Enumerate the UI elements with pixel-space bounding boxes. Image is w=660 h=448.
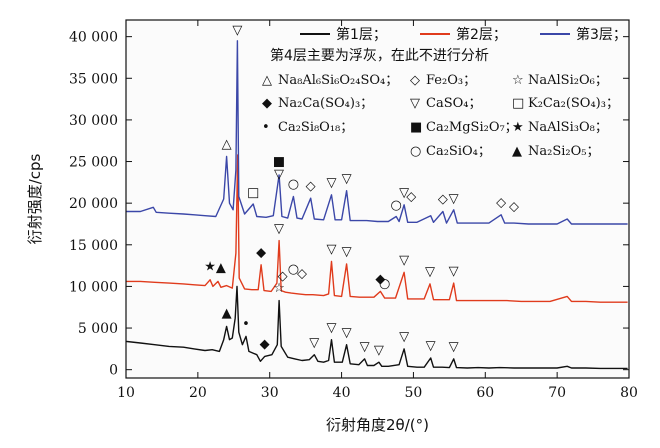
peak-marker: ▽ — [327, 242, 337, 257]
phase-key-label: Na₂Ca(SO₄)₃； — [278, 96, 373, 111]
x-tick-label: 60 — [476, 385, 494, 401]
peak-marker: ▽ — [342, 245, 352, 260]
y-tick-label: 20 000 — [69, 196, 118, 212]
peak-marker: • — [242, 317, 250, 332]
peak-marker: ○ — [391, 198, 402, 213]
peak-marker: ◆ — [256, 245, 266, 260]
phase-key-label: CaSO₄； — [426, 96, 481, 111]
peak-marker: ▽ — [449, 191, 459, 206]
peak-marker: ▽ — [232, 23, 242, 38]
peak-marker: ▽ — [425, 265, 435, 280]
series-line-layer-1 — [125, 285, 628, 370]
peak-marker: ▽ — [274, 167, 284, 182]
peak-marker: ◇ — [438, 192, 448, 207]
phase-key-symbol: ▽ — [410, 96, 420, 111]
phase-key-symbol: ◇ — [410, 73, 420, 88]
series-group — [125, 40, 628, 370]
y-tick-label: 15 000 — [69, 238, 118, 254]
phase-key-symbol: ■ — [410, 120, 422, 135]
peak-marker: ☆ — [273, 281, 285, 296]
peak-marker: ◇ — [509, 200, 519, 215]
phase-key-label: Ca₂Si₈O₁₈； — [278, 120, 353, 135]
peak-marker: ◇ — [278, 269, 288, 284]
peak-marker: ▽ — [399, 186, 409, 201]
peak-marker: ◇ — [496, 195, 506, 210]
phase-key-label: NaAlSi₂O₆； — [528, 73, 608, 88]
peak-marker: ▽ — [426, 339, 436, 354]
legend-label: 第2层； — [456, 26, 507, 43]
peak-marker: ◇ — [406, 190, 416, 205]
phase-key-symbol: ▲ — [512, 144, 522, 159]
y-tick-label: 35 000 — [69, 71, 118, 87]
peak-marker: ◆ — [375, 272, 385, 287]
peak-marker: ▽ — [274, 221, 284, 236]
phase-key-symbol: • — [262, 120, 270, 135]
phase-key-symbol: △ — [262, 73, 272, 88]
series-line-layer-3 — [126, 40, 628, 225]
peak-marker: ○ — [288, 262, 299, 277]
phase-key-symbol: ○ — [410, 144, 421, 159]
x-axis-title: 衍射角度2θ/(°) — [326, 416, 429, 434]
peak-marker: ◇ — [297, 266, 307, 281]
x-tick-label: 80 — [620, 385, 638, 401]
peak-marker: ○ — [288, 177, 299, 192]
peak-marker: ▽ — [399, 253, 409, 268]
peak-marker: ▽ — [342, 171, 352, 186]
peak-marker: ▲ — [222, 306, 232, 321]
phase-key-label: K₂Ca₂(SO₄)₃； — [528, 96, 619, 111]
peak-marker: ▽ — [309, 335, 319, 350]
phase-key-symbol: ◆ — [262, 96, 272, 111]
legend-label: 第1层； — [336, 26, 387, 43]
x-tick-label: 50 — [405, 385, 423, 401]
phase-key-symbol: ☆ — [512, 73, 524, 88]
y-tick-label: 10 000 — [69, 279, 118, 295]
phase-key-label: Na₂Si₂O₅； — [528, 144, 599, 159]
peak-marker: ▲ — [216, 260, 226, 275]
phase-key-label: NaAlSi₃O₈； — [528, 120, 608, 135]
phase-key-label: Ca₂SiO₄； — [426, 144, 491, 159]
plot-area — [126, 20, 629, 378]
axes: 10 20 30 40 50 60 70 80 0 5 000 10 000 15 000 20 000… — [26, 19, 638, 434]
x-tick-label: 30 — [261, 385, 279, 401]
phase-key-label: Na₈Al₆Si₆O₂₄SO₄； — [278, 73, 398, 88]
peak-marker: ■ — [273, 155, 285, 170]
phase-annotations: ▽△■▽□○ ◇ ▽ ▽▽◇○ ◇ ▽ ◇ ◇★ ▲◆▽○◇◇▽ ▽◆○▽▽ ▽▲•☆◆ ▽▽ ▽▽ ▽▽… — [204, 23, 519, 358]
peak-marker: ◇ — [306, 179, 316, 194]
phase-key-label: Ca₂MgSi₂O₇； — [426, 120, 518, 135]
peak-marker: ▽ — [327, 176, 337, 191]
plot-background — [126, 20, 629, 378]
phase-key-label: Fe₂O₃； — [426, 73, 476, 88]
peak-marker: ▽ — [449, 340, 459, 355]
x-tick-label: 20 — [189, 385, 207, 401]
peak-marker: ◆ — [260, 337, 270, 352]
y-tick-label: 5 000 — [78, 321, 118, 337]
y-tick-label: 0 — [109, 363, 118, 379]
plot-frame — [125, 19, 630, 379]
peak-marker: ▽ — [327, 320, 337, 335]
peak-marker: ▽ — [399, 330, 409, 345]
peak-marker: □ — [247, 186, 259, 201]
y-axis-title: 衍射强度/cps — [26, 153, 44, 244]
peak-marker: ▽ — [360, 340, 370, 355]
peak-marker: ★ — [204, 260, 216, 275]
peak-marker: ▽ — [449, 264, 459, 279]
peak-marker: ○ — [379, 276, 390, 291]
phase-key-symbol: ★ — [512, 120, 524, 135]
series-line-layer-2 — [126, 154, 628, 303]
x-tick-label: 70 — [548, 385, 566, 401]
legend-note: 第4层主要为浮灰，在此不进行分析 — [270, 47, 489, 64]
peak-marker: △ — [222, 137, 232, 152]
x-tick-label: 40 — [333, 385, 351, 401]
x-tick-label: 10 — [117, 385, 135, 401]
phase-key-symbol: □ — [512, 96, 524, 111]
y-tick-label: 25 000 — [69, 155, 118, 171]
y-tick-label: 40 000 — [69, 30, 118, 46]
legend-label: 第3层； — [576, 26, 627, 43]
legend: 第1层； 第2层； 第3层； 第4层主要为浮灰，在此不进行分析 △ Na₈Al₆Si₆O₂… — [262, 26, 627, 159]
peak-marker: ▽ — [374, 343, 384, 358]
peak-marker: ▽ — [342, 325, 352, 340]
y-tick-label: 30 000 — [69, 113, 118, 129]
